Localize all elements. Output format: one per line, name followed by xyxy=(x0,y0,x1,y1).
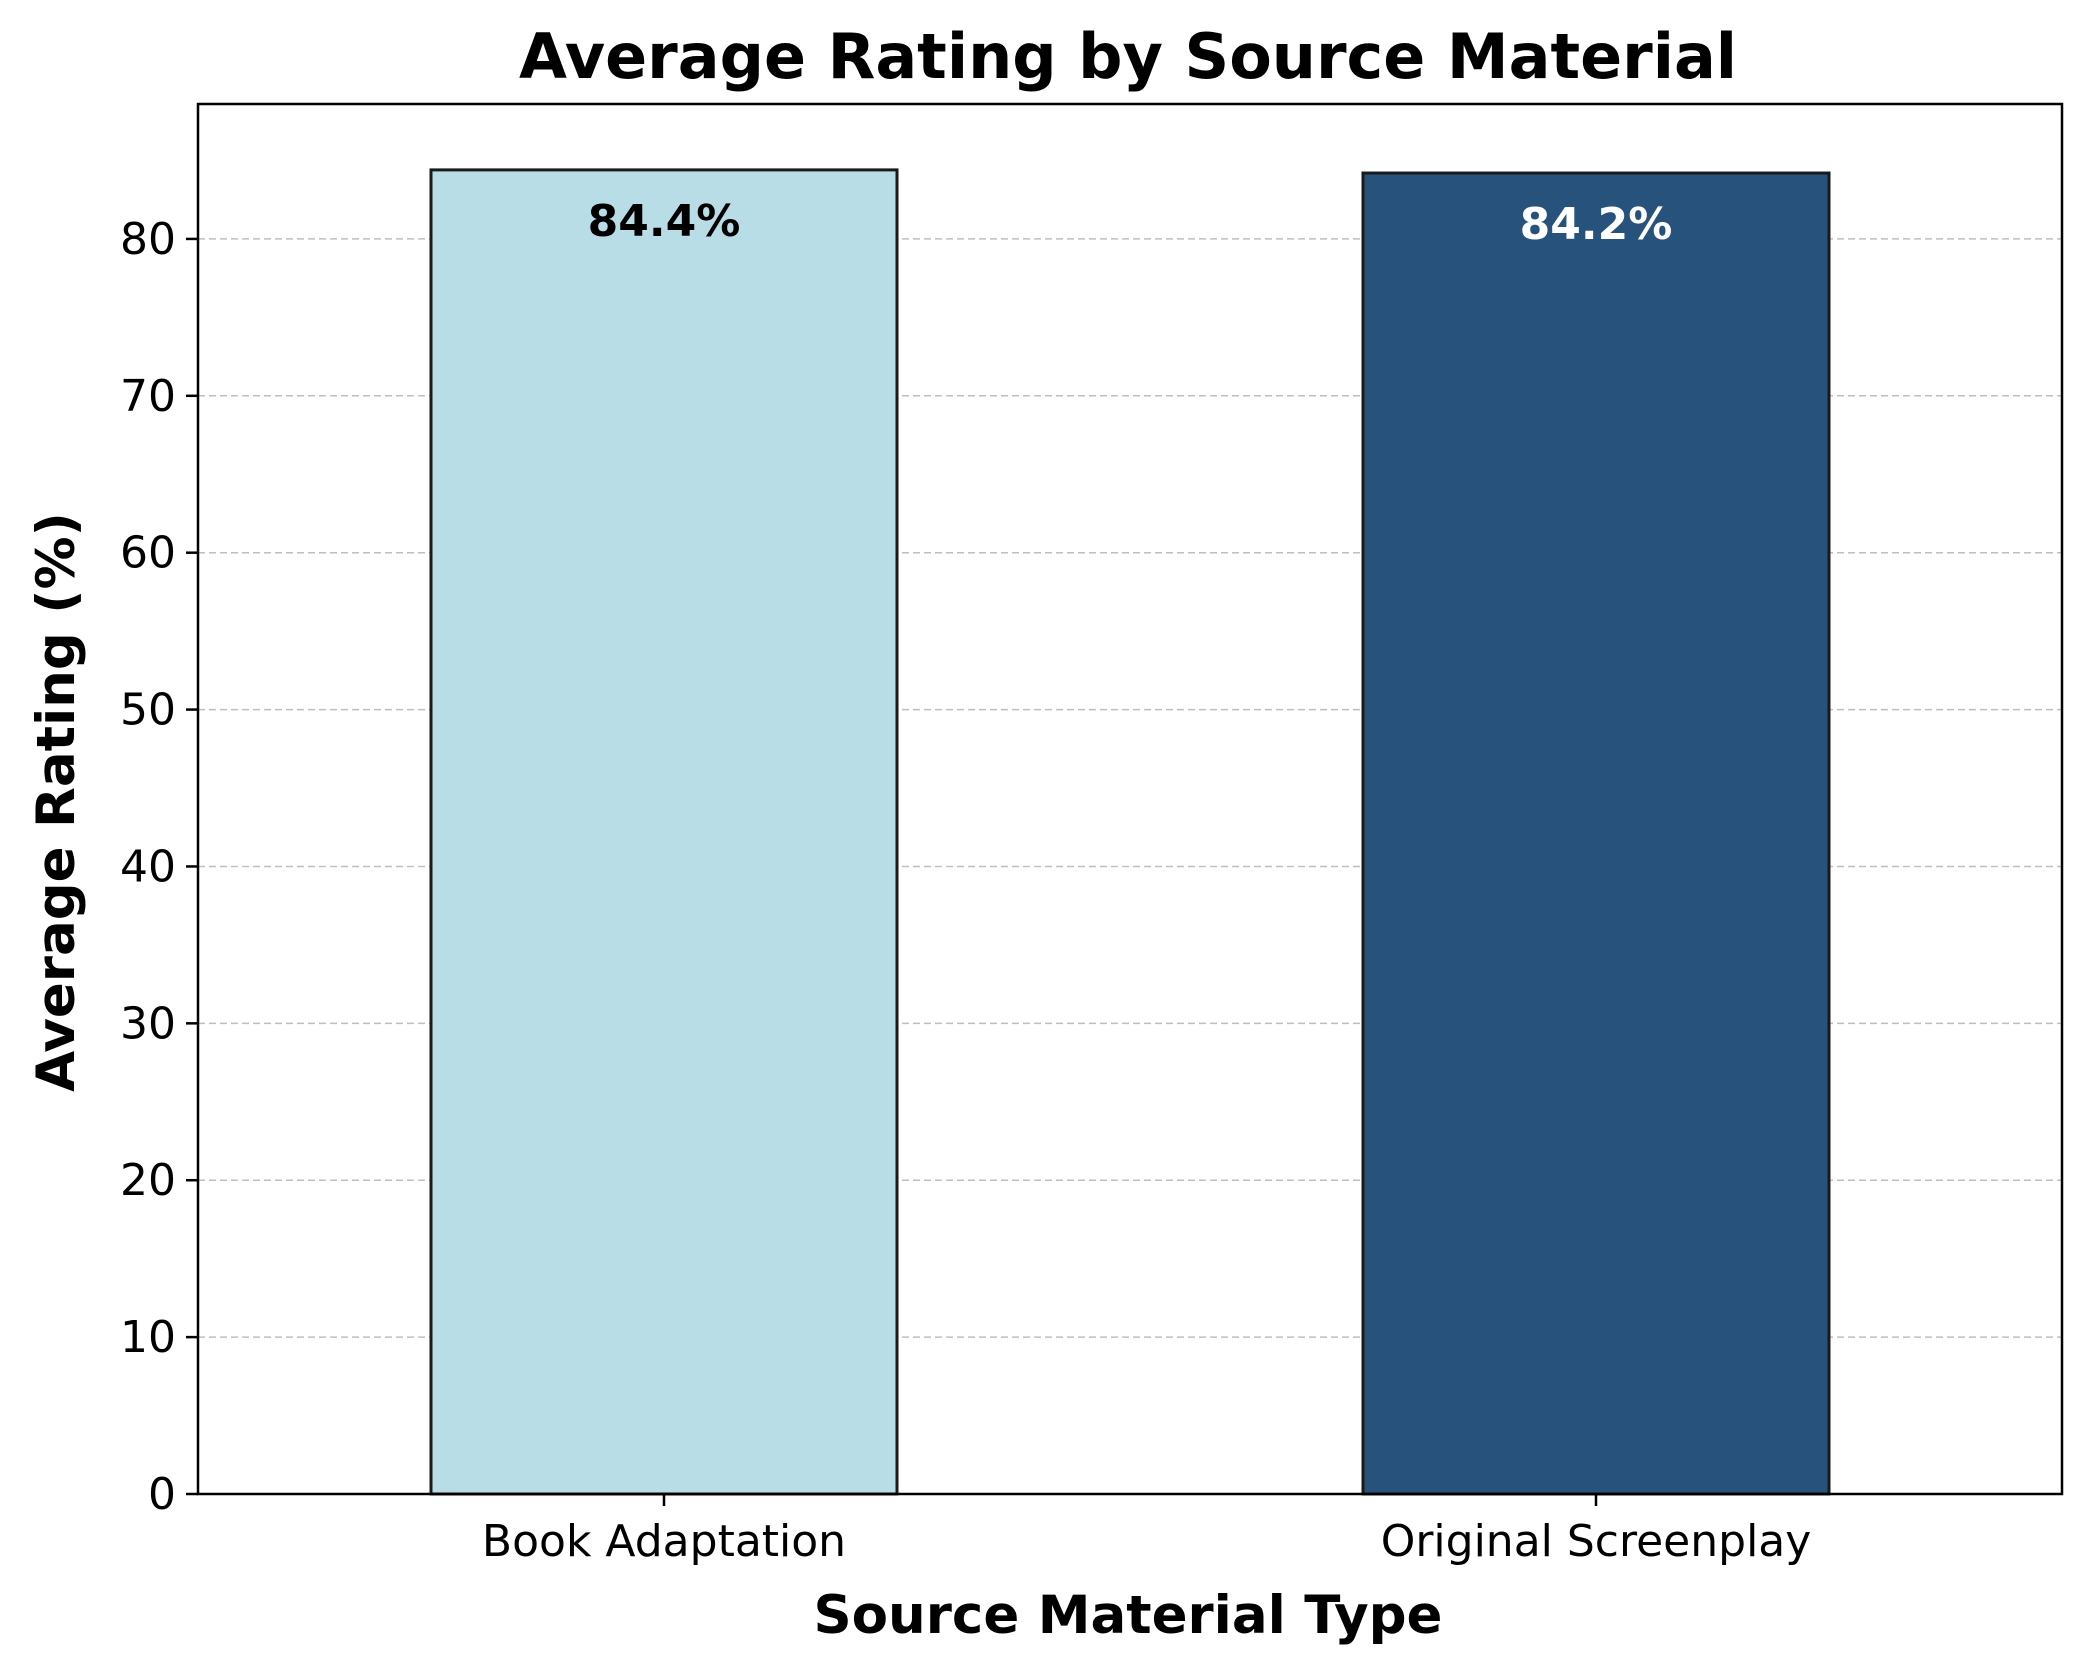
bar-value-label: 84.4% xyxy=(588,196,741,247)
bar-book-adaptation xyxy=(429,168,899,1496)
bar-value-labels: 84.4% 84.2% xyxy=(588,196,1673,250)
y-tick-label: 60 xyxy=(120,528,176,579)
chart-title: Average Rating by Source Material xyxy=(519,20,1737,93)
y-tick-label: 20 xyxy=(120,1155,176,1206)
y-tick-label: 70 xyxy=(120,371,176,422)
y-tick-label: 80 xyxy=(120,214,176,265)
bars xyxy=(429,168,1831,1496)
x-axis-label: Source Material Type xyxy=(813,1585,1442,1646)
y-axis-label: Average Rating (%) xyxy=(26,512,87,1092)
y-tick-label: 50 xyxy=(120,685,176,736)
bar-value-label: 84.2% xyxy=(1520,199,1673,250)
y-tick-label: 0 xyxy=(148,1469,176,1520)
y-tick-label: 40 xyxy=(120,841,176,892)
x-axis-ticks: Book Adaptation Original Screenplay xyxy=(482,1494,1811,1567)
y-tick-label: 10 xyxy=(120,1312,176,1363)
plot-frame xyxy=(196,102,2064,1496)
x-tick-label: Book Adaptation xyxy=(482,1516,846,1567)
bar-original-screenplay xyxy=(1361,171,1831,1496)
y-tick-label: 30 xyxy=(120,998,176,1049)
y-axis-ticks: 0 10 20 30 40 50 60 70 80 xyxy=(120,214,198,1520)
x-tick-label: Original Screenplay xyxy=(1381,1516,1812,1567)
